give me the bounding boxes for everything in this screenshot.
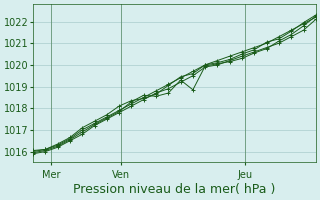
- X-axis label: Pression niveau de la mer( hPa ): Pression niveau de la mer( hPa ): [73, 183, 276, 196]
